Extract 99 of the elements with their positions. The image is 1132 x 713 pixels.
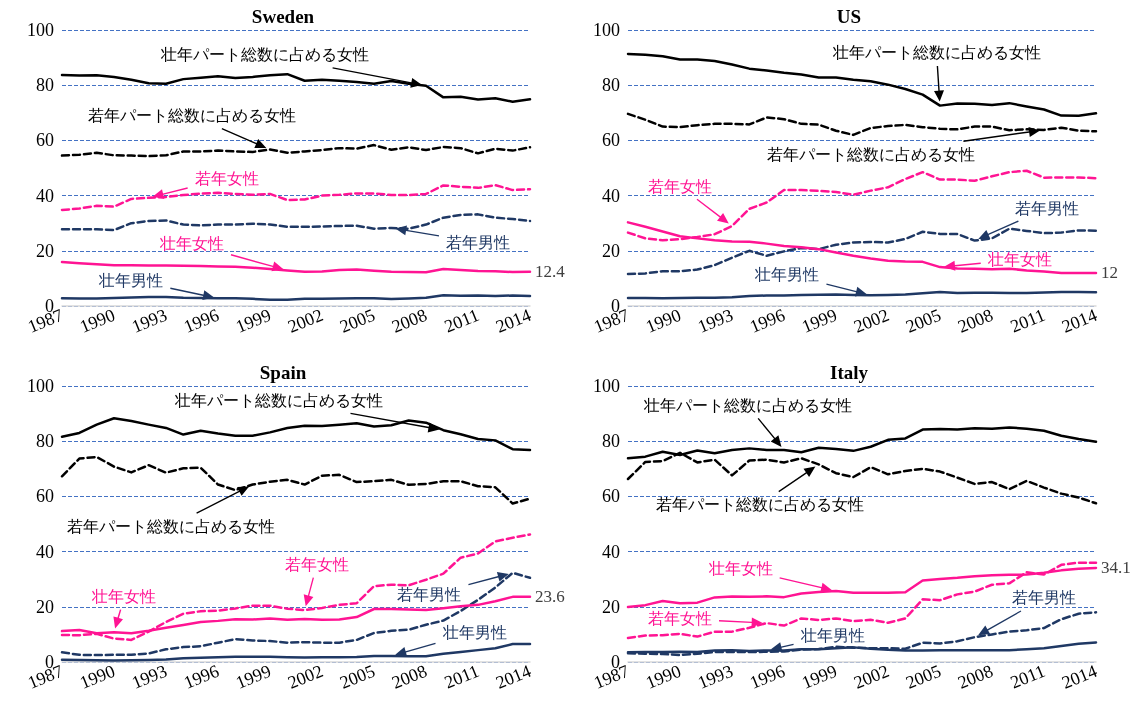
line-series [60, 72, 532, 104]
series-label: 若年男性 [1012, 589, 1076, 607]
data-label: 34.1 [1101, 558, 1131, 578]
chart-title: Italy [830, 362, 869, 383]
x-tick-label: 1990 [642, 304, 684, 337]
x-tick-label: 2002 [284, 660, 326, 693]
x-tick-label: 2005 [902, 660, 944, 693]
y-tick-label: 40 [36, 541, 54, 562]
legend-label: 若年女性 [648, 610, 712, 628]
x-tick-label: 2014 [1058, 304, 1100, 337]
series-label: 壮年パート総数に占める女性 [159, 46, 369, 64]
series-label: 壮年女性 [707, 560, 773, 578]
text: 壮年パート総数に占める女性 [642, 396, 852, 414]
x-tick-label: 1993 [694, 660, 736, 693]
series-label: 壮年女性 [159, 235, 224, 253]
y-tick-label: 60 [36, 130, 54, 151]
x-tick-label: 2014 [492, 660, 534, 693]
legend-label: 壮年女性 [986, 251, 1052, 269]
x-tick-label: 1990 [76, 304, 118, 337]
chart-title: Sweden [251, 6, 315, 27]
series-label: 壮年男性 [799, 627, 865, 645]
x-tick-label: 1990 [76, 660, 118, 693]
x-tick-label: 1999 [798, 304, 840, 337]
x-tick-label: 2014 [492, 304, 534, 337]
x-tick-label: 2008 [954, 660, 996, 693]
x-tick-label: 1996 [746, 660, 788, 693]
chart-title: US [836, 6, 862, 27]
y-tick-label: 100 [27, 376, 54, 396]
chart-title: Spain [259, 362, 307, 383]
x-tick-label: 2011 [441, 660, 482, 693]
x-tick-label: 2011 [441, 304, 482, 337]
series-label: 若年パート総数に占める女性 [766, 145, 975, 163]
x-tick-label: 2008 [388, 660, 430, 693]
y-tick-label: 40 [36, 185, 54, 206]
y-tick-label: 60 [602, 130, 620, 151]
series-label: 若年男性 [397, 586, 462, 604]
line-series [60, 533, 532, 642]
series-label: 壮年男性 [754, 265, 820, 283]
line-series [60, 260, 532, 274]
x-tick-label: 1996 [180, 304, 222, 337]
data-label: 12 [1101, 263, 1118, 283]
y-tick-label: 40 [602, 541, 620, 562]
y-tick-label: 20 [36, 240, 54, 261]
y-tick-label: 80 [36, 431, 54, 452]
y-tick-label: 20 [602, 240, 620, 261]
series-label: 壮年男性 [441, 623, 507, 641]
series-label: 若年女性 [284, 556, 349, 574]
data-label: 23.6 [535, 587, 565, 607]
x-tick-label: 1993 [128, 660, 170, 693]
y-tick-label: 40 [602, 185, 620, 206]
x-tick-label: 2005 [336, 304, 378, 337]
text: 若年女性 [648, 177, 712, 195]
data-label: 12.4 [535, 262, 566, 282]
x-tick-label: 2002 [850, 660, 892, 693]
series-label: 壮年男性 [98, 271, 164, 289]
y-tick-label: 100 [593, 376, 620, 396]
series-label: 若年男性 [446, 234, 510, 252]
series-label: 壮年パート総数に占める女性 [831, 44, 1041, 62]
x-tick-label: 1999 [798, 660, 840, 693]
line-series [60, 571, 532, 657]
series-label: 若年パート総数に占める女性 [655, 496, 864, 514]
x-tick-label: 1990 [642, 660, 684, 693]
x-tick-label: 1993 [694, 304, 736, 337]
y-tick-label: 20 [602, 596, 620, 617]
y-tick-label: 20 [36, 596, 54, 617]
x-tick-label: 2014 [1058, 660, 1100, 693]
x-tick-label: 1999 [232, 660, 274, 693]
line-series [60, 417, 532, 452]
x-tick-label: 1996 [746, 304, 788, 337]
y-tick-label: 100 [593, 20, 620, 40]
x-tick-label: 2002 [284, 304, 326, 337]
x-tick-label: 2011 [1007, 660, 1048, 693]
x-tick-label: 2008 [954, 304, 996, 337]
x-tick-label: 1999 [232, 304, 274, 337]
y-tick-label: 80 [602, 75, 620, 96]
x-tick-label: 2005 [336, 660, 378, 693]
y-tick-label: 80 [602, 431, 620, 452]
legend-label: 若年パート総数に占める女性 [67, 517, 276, 535]
line-series [60, 213, 532, 232]
x-tick-label: 2002 [850, 304, 892, 337]
x-tick-label: 1993 [128, 304, 170, 337]
x-tick-label: 2008 [388, 304, 430, 337]
x-tick-label: 2005 [902, 304, 944, 337]
x-tick-label: 2011 [1007, 304, 1048, 337]
line-series [60, 642, 532, 662]
x-tick-label: 1996 [180, 660, 222, 693]
series-label: 若年男性 [1015, 199, 1080, 217]
y-tick-label: 60 [602, 486, 620, 507]
series-label: 若年女性 [194, 169, 259, 187]
series-label: 若年パート総数に占める女性 [88, 107, 296, 125]
series-label: 壮年女性 [91, 588, 157, 606]
y-tick-label: 60 [36, 486, 54, 507]
y-tick-label: 100 [27, 20, 54, 40]
line-series [626, 290, 1098, 300]
series-label: 壮年パート総数に占める女性 [173, 391, 383, 409]
y-tick-label: 80 [36, 75, 54, 96]
line-series [626, 112, 1098, 137]
line-series [60, 143, 532, 158]
line-series [60, 455, 532, 505]
